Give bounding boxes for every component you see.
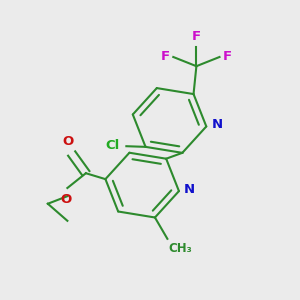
Text: N: N	[184, 183, 195, 196]
Text: N: N	[211, 118, 222, 131]
Text: F: F	[223, 50, 232, 64]
Text: F: F	[192, 30, 201, 43]
Text: O: O	[60, 193, 71, 206]
Text: O: O	[62, 135, 74, 148]
Text: Cl: Cl	[105, 139, 119, 152]
Text: F: F	[160, 50, 170, 64]
Text: CH₃: CH₃	[169, 242, 193, 255]
